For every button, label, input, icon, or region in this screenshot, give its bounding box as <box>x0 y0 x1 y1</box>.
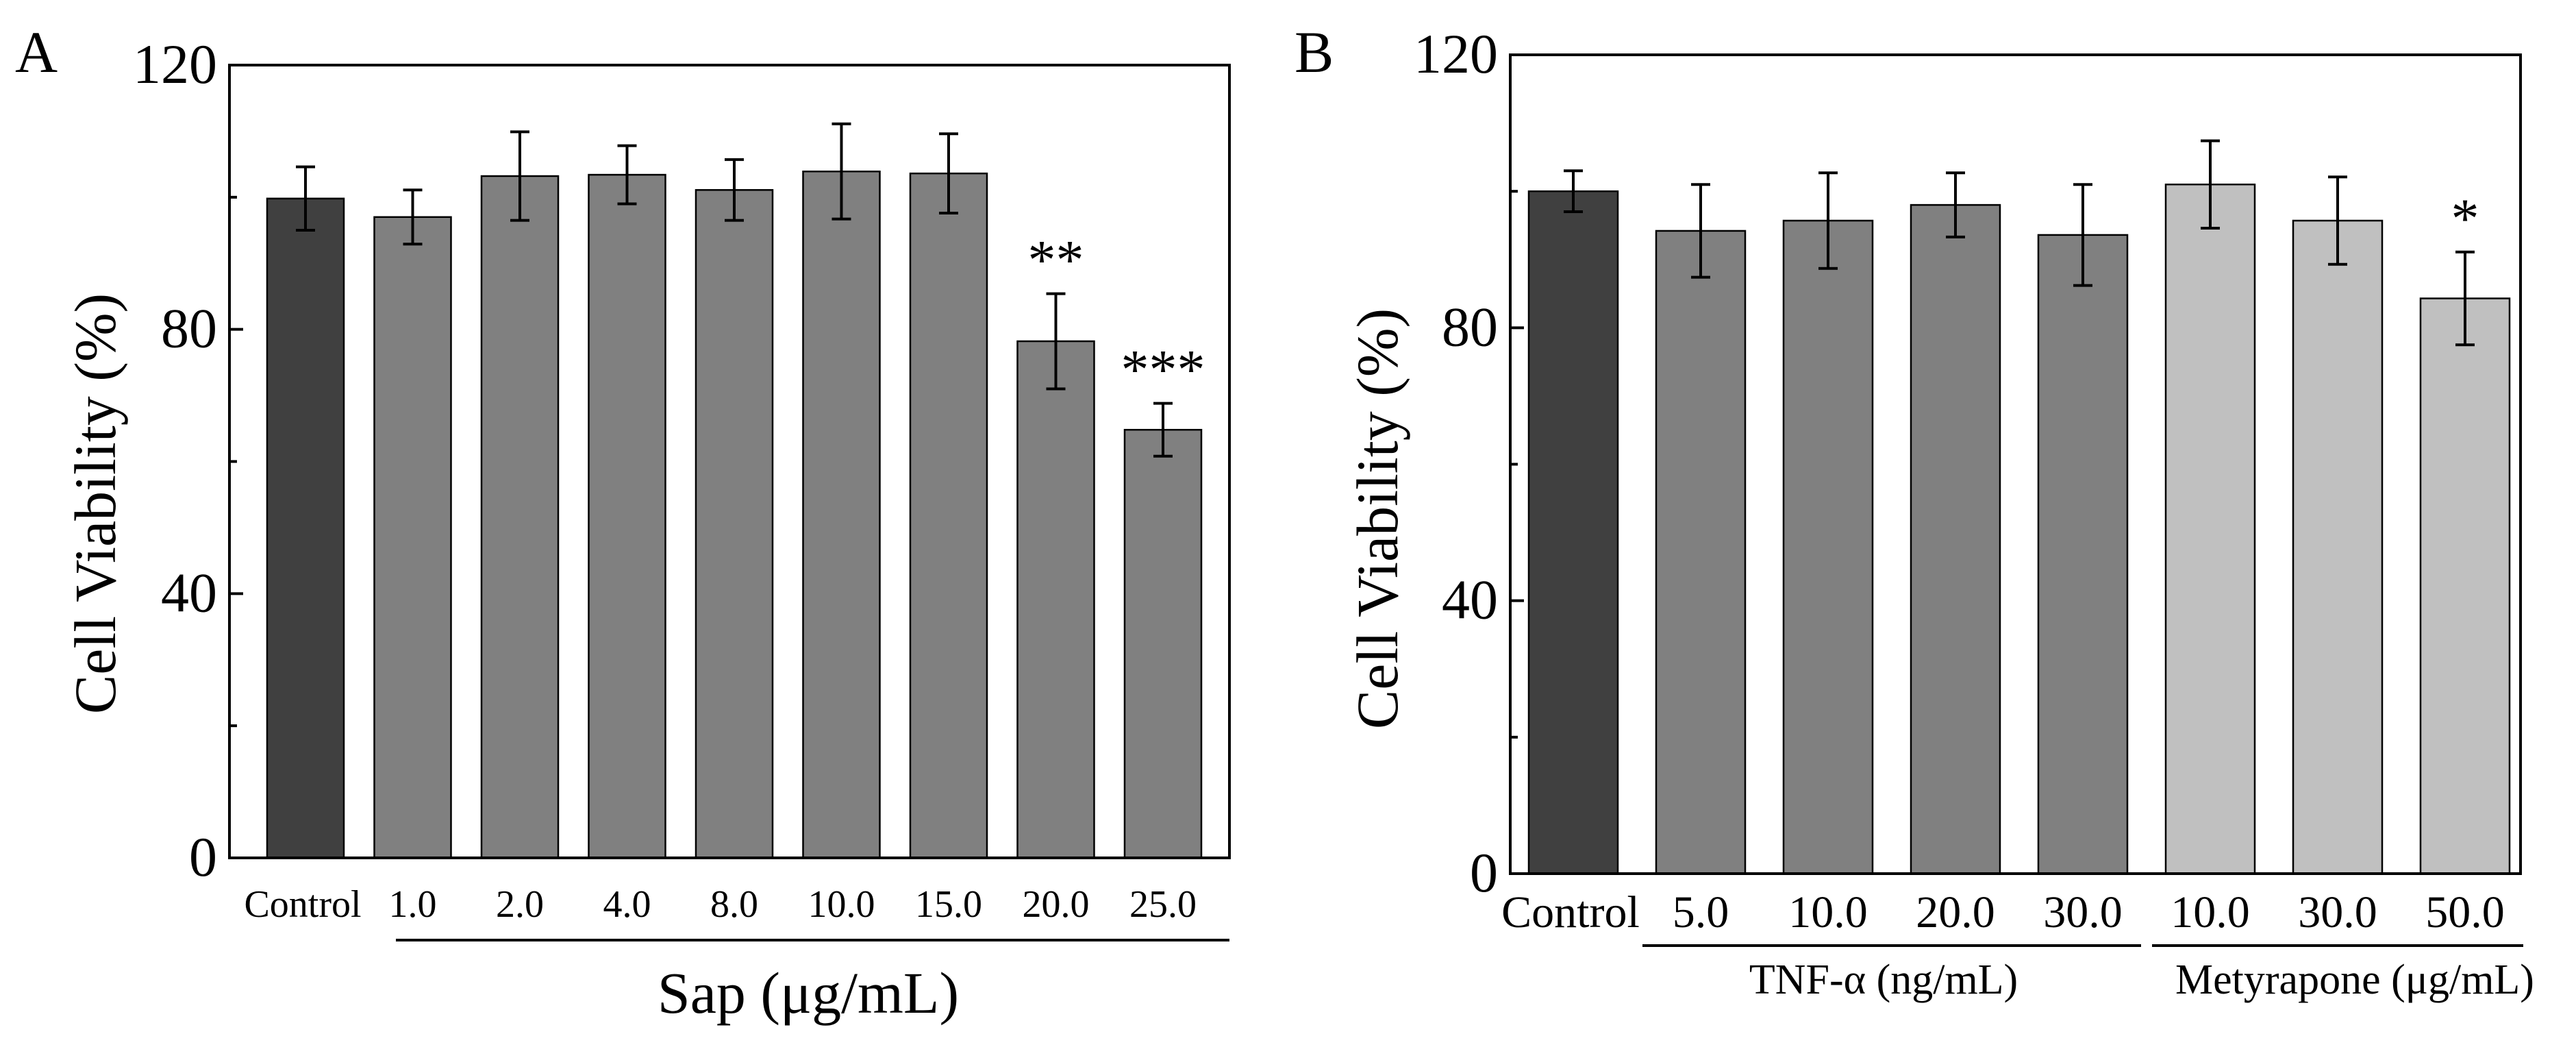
panel-a-error-bar <box>403 188 423 246</box>
panel-b-y-tick-label: 80 <box>1442 295 1498 358</box>
panel-b-error-bar <box>1818 171 1838 270</box>
panel-a-bar <box>909 172 988 859</box>
panel-a-error-bar <box>1153 402 1173 458</box>
panel-a-error-bar <box>617 144 637 206</box>
panel-a-y-tick-label: 40 <box>161 561 217 624</box>
panel-a-error-bar <box>1046 292 1066 391</box>
panel-b-category-label: 30.0 <box>2298 887 2377 937</box>
panel-a-y-axis-label: Cell Viability (%) <box>62 293 128 714</box>
panel-a-error-bar <box>939 132 958 214</box>
panel-b-error-bar <box>2201 139 2220 230</box>
panel-a-category-label: 4.0 <box>603 883 651 926</box>
panel-b-error-bar <box>1691 183 1710 279</box>
panel-a-error-bar <box>831 122 851 221</box>
panel-a-x-axis-label: Sap (μg/mL) <box>658 960 959 1026</box>
panel-a-category-label: 1.0 <box>389 883 437 926</box>
panel-b-category-label: 30.0 <box>2043 887 2123 937</box>
panel-b-group-label: TNF-α (ng/mL) <box>1749 957 2018 1003</box>
panel-a-category-label: 15.0 <box>915 883 982 926</box>
panel-a-category-label: 8.0 <box>710 883 758 926</box>
panel-b-category-label: Control <box>1501 887 1640 937</box>
panel-b-y-tick-label: 40 <box>1442 569 1498 631</box>
panel-b-y-tick-label: 120 <box>1414 23 1498 85</box>
panel-a-bar <box>480 175 560 859</box>
panel-a-category-label: 25.0 <box>1129 883 1197 926</box>
panel-b-bar <box>1910 204 2001 875</box>
panel-a-significance-marker: ** <box>1028 229 1084 291</box>
panel-a-y-tick-label: 0 <box>189 826 217 888</box>
panel-b-bar <box>2164 183 2256 875</box>
panel-a-y-tick-label: 80 <box>161 297 217 360</box>
panel-a-error-bar <box>725 158 744 222</box>
panel-a-bar <box>1016 340 1095 859</box>
panel-b-category-label: 20.0 <box>1916 887 1995 937</box>
panel-a-y-tick-label: 120 <box>133 33 217 95</box>
panel-b-bar <box>1655 230 1747 875</box>
panel-a-category-label: 20.0 <box>1023 883 1090 926</box>
panel-a-bar <box>588 173 666 859</box>
panel-a-bar <box>1123 428 1203 859</box>
panel-b-error-bar <box>2073 183 2092 287</box>
panel-a-bar <box>266 197 345 859</box>
panel-b-y-tick-label: 0 <box>1470 841 1498 904</box>
panel-b-y-axis-label: Cell Viability (%) <box>1345 308 1410 729</box>
panel-a-error-bar <box>510 130 529 222</box>
panel-b-category-label: 50.0 <box>2425 887 2505 937</box>
panel-a-bar <box>802 170 881 859</box>
panel-b-bar <box>1782 219 1874 875</box>
panel-b-error-bar <box>1946 171 1965 238</box>
panel-a-category-label: 2.0 <box>496 883 544 926</box>
panel-b-bar <box>2037 234 2129 875</box>
panel-b-category-label: 10.0 <box>1788 887 1868 937</box>
panel-b-category-label: 5.0 <box>1673 887 1729 937</box>
panel-b-error-bar <box>2455 250 2475 347</box>
panel-b-group-label: Metyrapone (μg/mL) <box>2175 957 2534 1003</box>
panel-a-error-bar <box>296 165 315 232</box>
panel-b-significance-marker: * <box>2451 187 2479 249</box>
panel-a-bar <box>695 188 774 859</box>
panel-b: B Cell Viability (%) * 0 40 80 120 Control 5.0… <box>1295 19 2534 1003</box>
panel-b-bar <box>2419 297 2511 875</box>
panel-a-category-label: Control <box>244 883 361 926</box>
panel-b-error-bar <box>1564 169 1583 214</box>
panel-b-category-label: 10.0 <box>2171 887 2250 937</box>
panel-a-letter: A <box>15 19 58 85</box>
panel-a-significance-marker: *** <box>1121 338 1205 401</box>
panel-b-letter: B <box>1295 19 1334 85</box>
panel-a-category-label: 10.0 <box>808 883 875 926</box>
panel-a: A Cell Viability (%) *****04080120Contro… <box>15 19 1231 1026</box>
panel-a-bar <box>373 216 452 859</box>
panel-b-bar <box>1527 190 1619 875</box>
panel-b-bar <box>2292 219 2384 875</box>
panel-b-error-bar <box>2328 175 2347 266</box>
